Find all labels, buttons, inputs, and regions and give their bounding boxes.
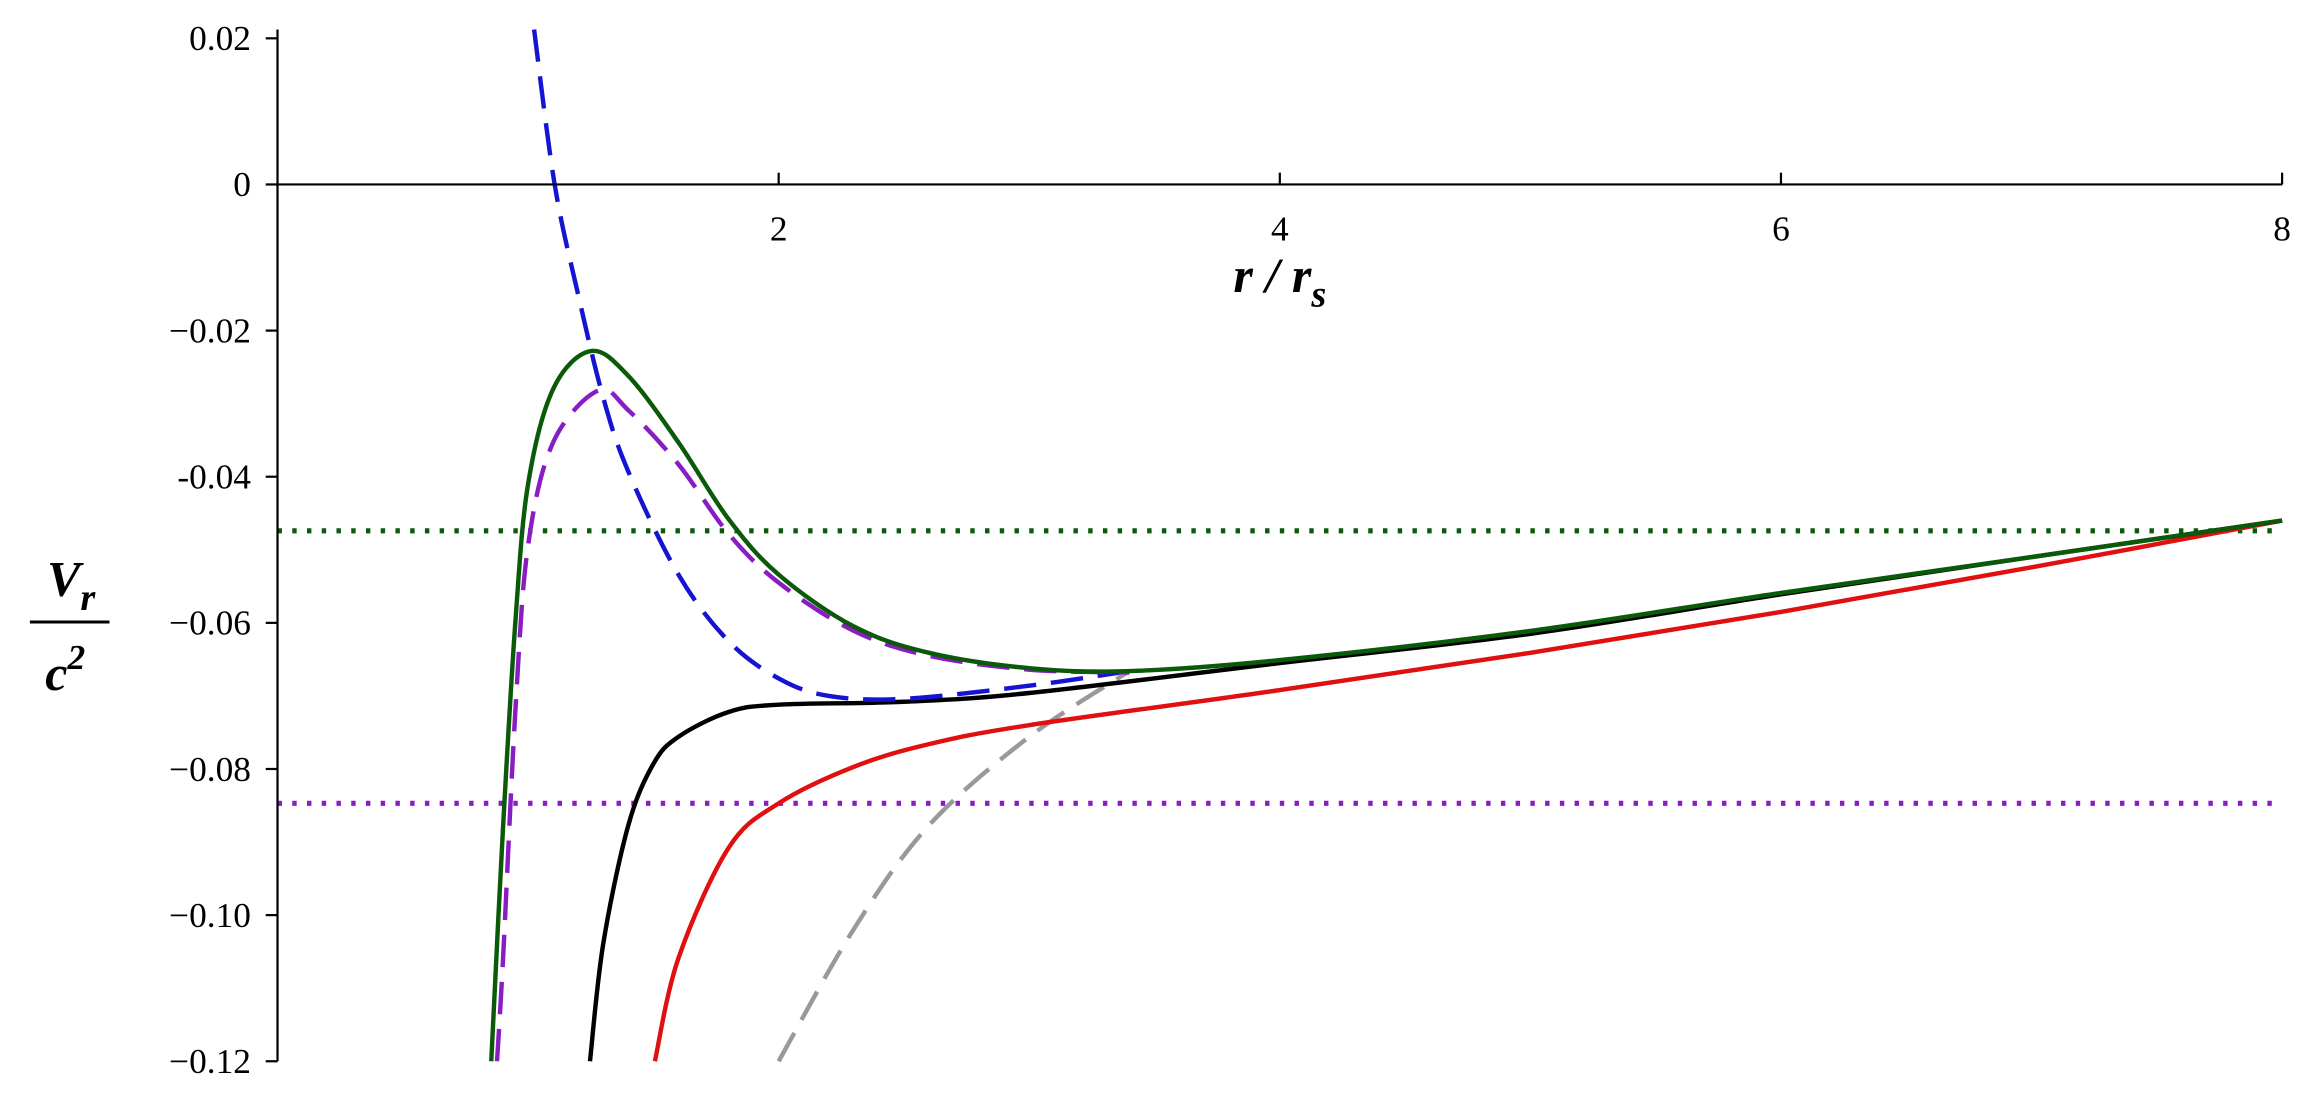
y-tick-label: 0.02	[189, 18, 251, 58]
series-line	[489, 348, 2283, 1062]
series-line	[531, 29, 1130, 702]
y-tick-label: −0.12	[169, 1041, 251, 1081]
series-line	[776, 669, 1131, 1063]
x-tick-label: 2	[770, 208, 788, 248]
y-axis-denominator-main: c	[45, 645, 67, 701]
x-tick-label: 6	[1772, 208, 1790, 248]
y-axis-numerator-subscript: r	[80, 577, 96, 619]
y-tick-label: −0.08	[169, 749, 251, 789]
series-line	[652, 518, 2283, 1062]
series-line	[494, 387, 1130, 1062]
y-axis-denominator-superscript: 2	[67, 637, 86, 677]
series-line	[587, 518, 2283, 1062]
y-axis-title-denominator: c2	[45, 637, 85, 701]
y-tick-label: -0.04	[177, 457, 251, 497]
y-tick-label: −0.10	[169, 895, 251, 935]
x-axis-title-subscript: s	[1310, 274, 1326, 316]
y-axis-title-numerator: Vr	[47, 550, 96, 619]
x-axis-title: r / rs	[1233, 247, 1326, 316]
plot-area	[277, 29, 2283, 1063]
y-tick-label: −0.02	[169, 310, 251, 350]
x-axis-title-main: r / r	[1233, 247, 1311, 303]
x-tick-label: 8	[2273, 208, 2291, 248]
y-tick-label: −0.06	[169, 603, 251, 643]
x-tick-label: 4	[1271, 208, 1289, 248]
y-tick-label: 0	[233, 164, 251, 204]
y-axis-numerator-main: V	[47, 550, 84, 606]
